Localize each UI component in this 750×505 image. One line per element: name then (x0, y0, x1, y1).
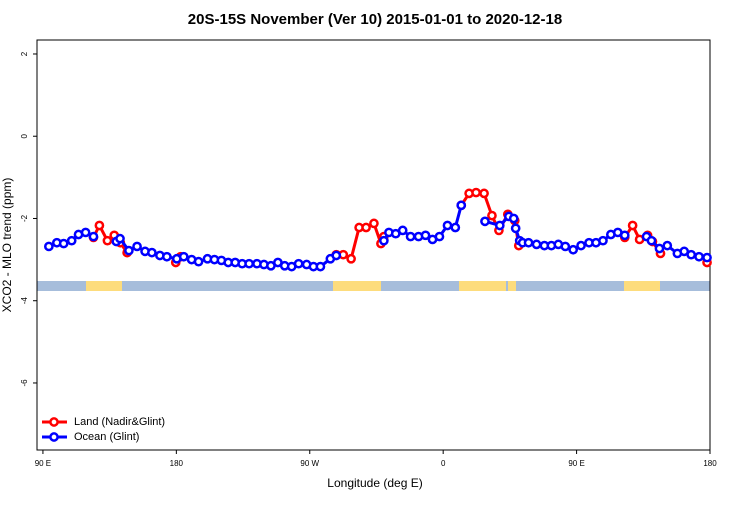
data-point (405, 231, 416, 242)
x-tick-label: 180 (170, 459, 184, 468)
data-point (124, 245, 134, 256)
legend-marker (49, 417, 59, 427)
data-point (598, 235, 608, 246)
data-point (397, 225, 408, 236)
data-point (379, 235, 389, 246)
data-point (102, 235, 113, 246)
data-point (654, 243, 665, 254)
data-point (162, 251, 172, 262)
plot-frame (36, 39, 711, 451)
data-point (471, 187, 481, 198)
data-point (568, 244, 579, 255)
data-point (244, 258, 254, 269)
data-point (315, 261, 326, 272)
data-point (80, 227, 91, 238)
data-point (686, 249, 697, 260)
data-point (58, 238, 69, 249)
data-point (178, 251, 189, 262)
y-tick-label: -6 (20, 379, 29, 387)
data-point (193, 256, 204, 267)
data-point (361, 222, 371, 233)
data-point (479, 188, 489, 199)
data-point (487, 210, 497, 221)
land-patch (459, 281, 506, 291)
chart-title: 20S-15S November (Ver 10) 2015-01-01 to … (188, 11, 562, 28)
x-tick-label: 90 E (568, 459, 584, 468)
data-point (66, 235, 77, 246)
data-point (619, 230, 630, 241)
data-point (450, 222, 461, 233)
x-tick-label: 90 W (300, 459, 319, 468)
data-point (508, 213, 519, 224)
data-point (369, 218, 379, 229)
data-point (94, 220, 105, 231)
data-point (88, 231, 99, 242)
data-point (531, 239, 542, 250)
data-point (132, 241, 142, 252)
data-point (523, 237, 534, 248)
x-tick-label: 90 E (35, 459, 51, 468)
land-patch (86, 281, 122, 291)
y-axis-label: XCO2 - MLO trend (ppm) (0, 178, 14, 313)
data-point (627, 220, 638, 231)
data-point (44, 241, 54, 252)
data-point (510, 223, 521, 234)
data-point (115, 233, 125, 244)
y-tick-label: -4 (20, 297, 29, 305)
x-axis-label: Longitude (deg E) (327, 476, 422, 490)
data-point (694, 251, 704, 262)
land-patch (508, 281, 516, 291)
data-point (147, 247, 157, 258)
y-tick-label: 2 (20, 51, 29, 56)
data-point (420, 230, 431, 241)
y-tick-label: -2 (20, 214, 29, 222)
data-point (646, 235, 657, 246)
land-patch (333, 281, 381, 291)
data-point (494, 220, 505, 231)
data-point (480, 216, 490, 227)
land-patch (624, 281, 660, 291)
land-ocean-band (37, 281, 710, 291)
data-point (293, 258, 304, 269)
legend-label: Ocean (Glint) (74, 431, 139, 443)
data-point (576, 240, 586, 251)
data-point (702, 252, 712, 263)
data-point (346, 253, 356, 264)
data-point (331, 250, 342, 261)
data-point (560, 241, 571, 252)
y-tick-label: 0 (20, 133, 29, 138)
legend-label: Land (Nadir&Glint) (74, 416, 165, 428)
data-point (456, 200, 467, 211)
data-point (442, 220, 453, 231)
data-point (662, 240, 673, 251)
legend-marker (49, 432, 59, 442)
x-tick-label: 180 (703, 459, 717, 468)
x-tick-label: 0 (441, 459, 446, 468)
data-point (434, 231, 445, 242)
